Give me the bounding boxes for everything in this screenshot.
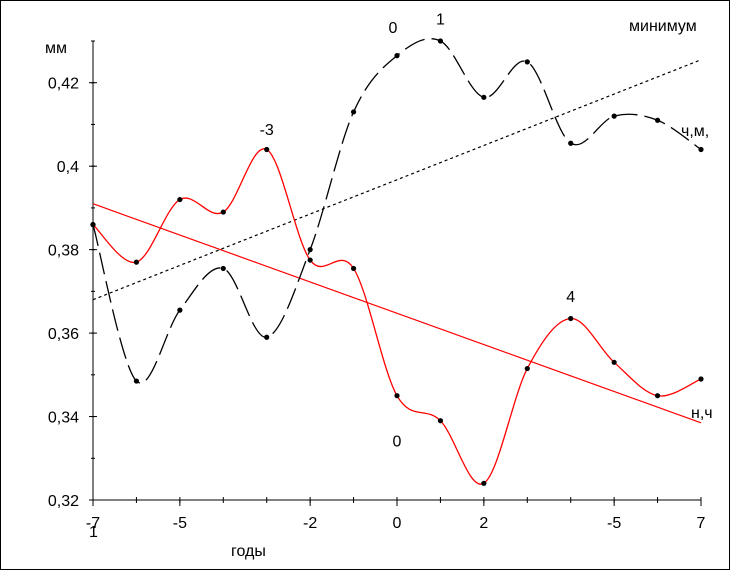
data-point-0-8	[437, 38, 444, 44]
data-point-1-8	[437, 418, 444, 424]
data-point-0-13	[654, 117, 661, 123]
data-point-0-5	[307, 247, 313, 253]
trend-lines	[92, 59, 702, 424]
data-point-1-10	[524, 365, 530, 372]
annotation-label: 0	[389, 20, 398, 37]
data-point-1-11	[568, 315, 574, 322]
data-point-0-10	[524, 59, 530, 65]
x-tick-label: -7	[86, 515, 100, 532]
x-tick-label: 7	[697, 515, 706, 532]
data-point-1-2	[177, 196, 183, 203]
annotation-label: 0	[393, 434, 402, 451]
data-point-1-14	[698, 376, 704, 382]
y-axis-label: мм	[45, 40, 67, 57]
y-tick-label: 0,38	[48, 243, 79, 260]
data-point-0-1	[133, 378, 140, 384]
data-point-1-13	[654, 393, 661, 399]
data-point-1-1	[133, 259, 140, 265]
y-tick-label: 0,4	[57, 159, 79, 176]
series-lines	[92, 38, 702, 485]
data-point-0-12	[611, 113, 617, 119]
data-point-1-7	[394, 393, 400, 399]
data-point-0-14	[698, 146, 704, 153]
data-point-0-3	[220, 265, 226, 272]
data-point-1-3	[220, 209, 226, 215]
data-point-0-4	[264, 334, 270, 340]
data-point-1-6	[350, 265, 357, 272]
data-point-0-11	[568, 140, 574, 146]
x-tick-label: -5	[607, 515, 621, 532]
y-tick-label: 0,36	[48, 326, 79, 343]
annotation-label: 1	[436, 12, 445, 29]
x-tick-label: -5	[173, 515, 187, 532]
data-point-0-2	[177, 307, 183, 313]
data-point-1-9	[481, 480, 487, 486]
y-tick-label: 0,32	[48, 493, 79, 510]
data-points	[90, 38, 704, 486]
x-tick-label: 0	[393, 515, 402, 532]
data-point-1-5	[307, 257, 313, 263]
data-point-0-9	[481, 94, 487, 100]
chart-title: минимум	[629, 18, 697, 35]
series-label-1: н,ч	[691, 405, 713, 422]
data-point-0-7	[394, 53, 400, 59]
chart-labels: минимум мм годы 1 ч,м, н,ч 0 1 -3 0 4	[45, 12, 713, 560]
x-tick-label: -2	[303, 515, 317, 532]
y-tick-label: 0,42	[48, 76, 79, 93]
series-line-0	[92, 38, 702, 384]
x-axis-extra-label: 1	[89, 524, 98, 541]
trend-line-0	[92, 59, 702, 301]
x-tick-label: 2	[479, 515, 488, 532]
data-point-1-12	[611, 359, 617, 365]
series-line-1	[92, 148, 702, 485]
annotation-label: 4	[566, 289, 575, 306]
annotation-label: -3	[260, 122, 274, 139]
data-point-1-4	[264, 146, 270, 153]
data-point-0-6	[350, 109, 357, 115]
axes: 0,42 0,4 0,38 0,36 0,34 0,32 -7 -5 -2 0 2 -5 7	[48, 40, 706, 532]
x-axis-label: годы	[231, 543, 266, 560]
y-tick-label: 0,34	[48, 410, 79, 427]
series-label-0: ч,м,	[681, 123, 709, 140]
data-point-1-0	[90, 222, 96, 228]
trend-line-1	[92, 203, 702, 424]
